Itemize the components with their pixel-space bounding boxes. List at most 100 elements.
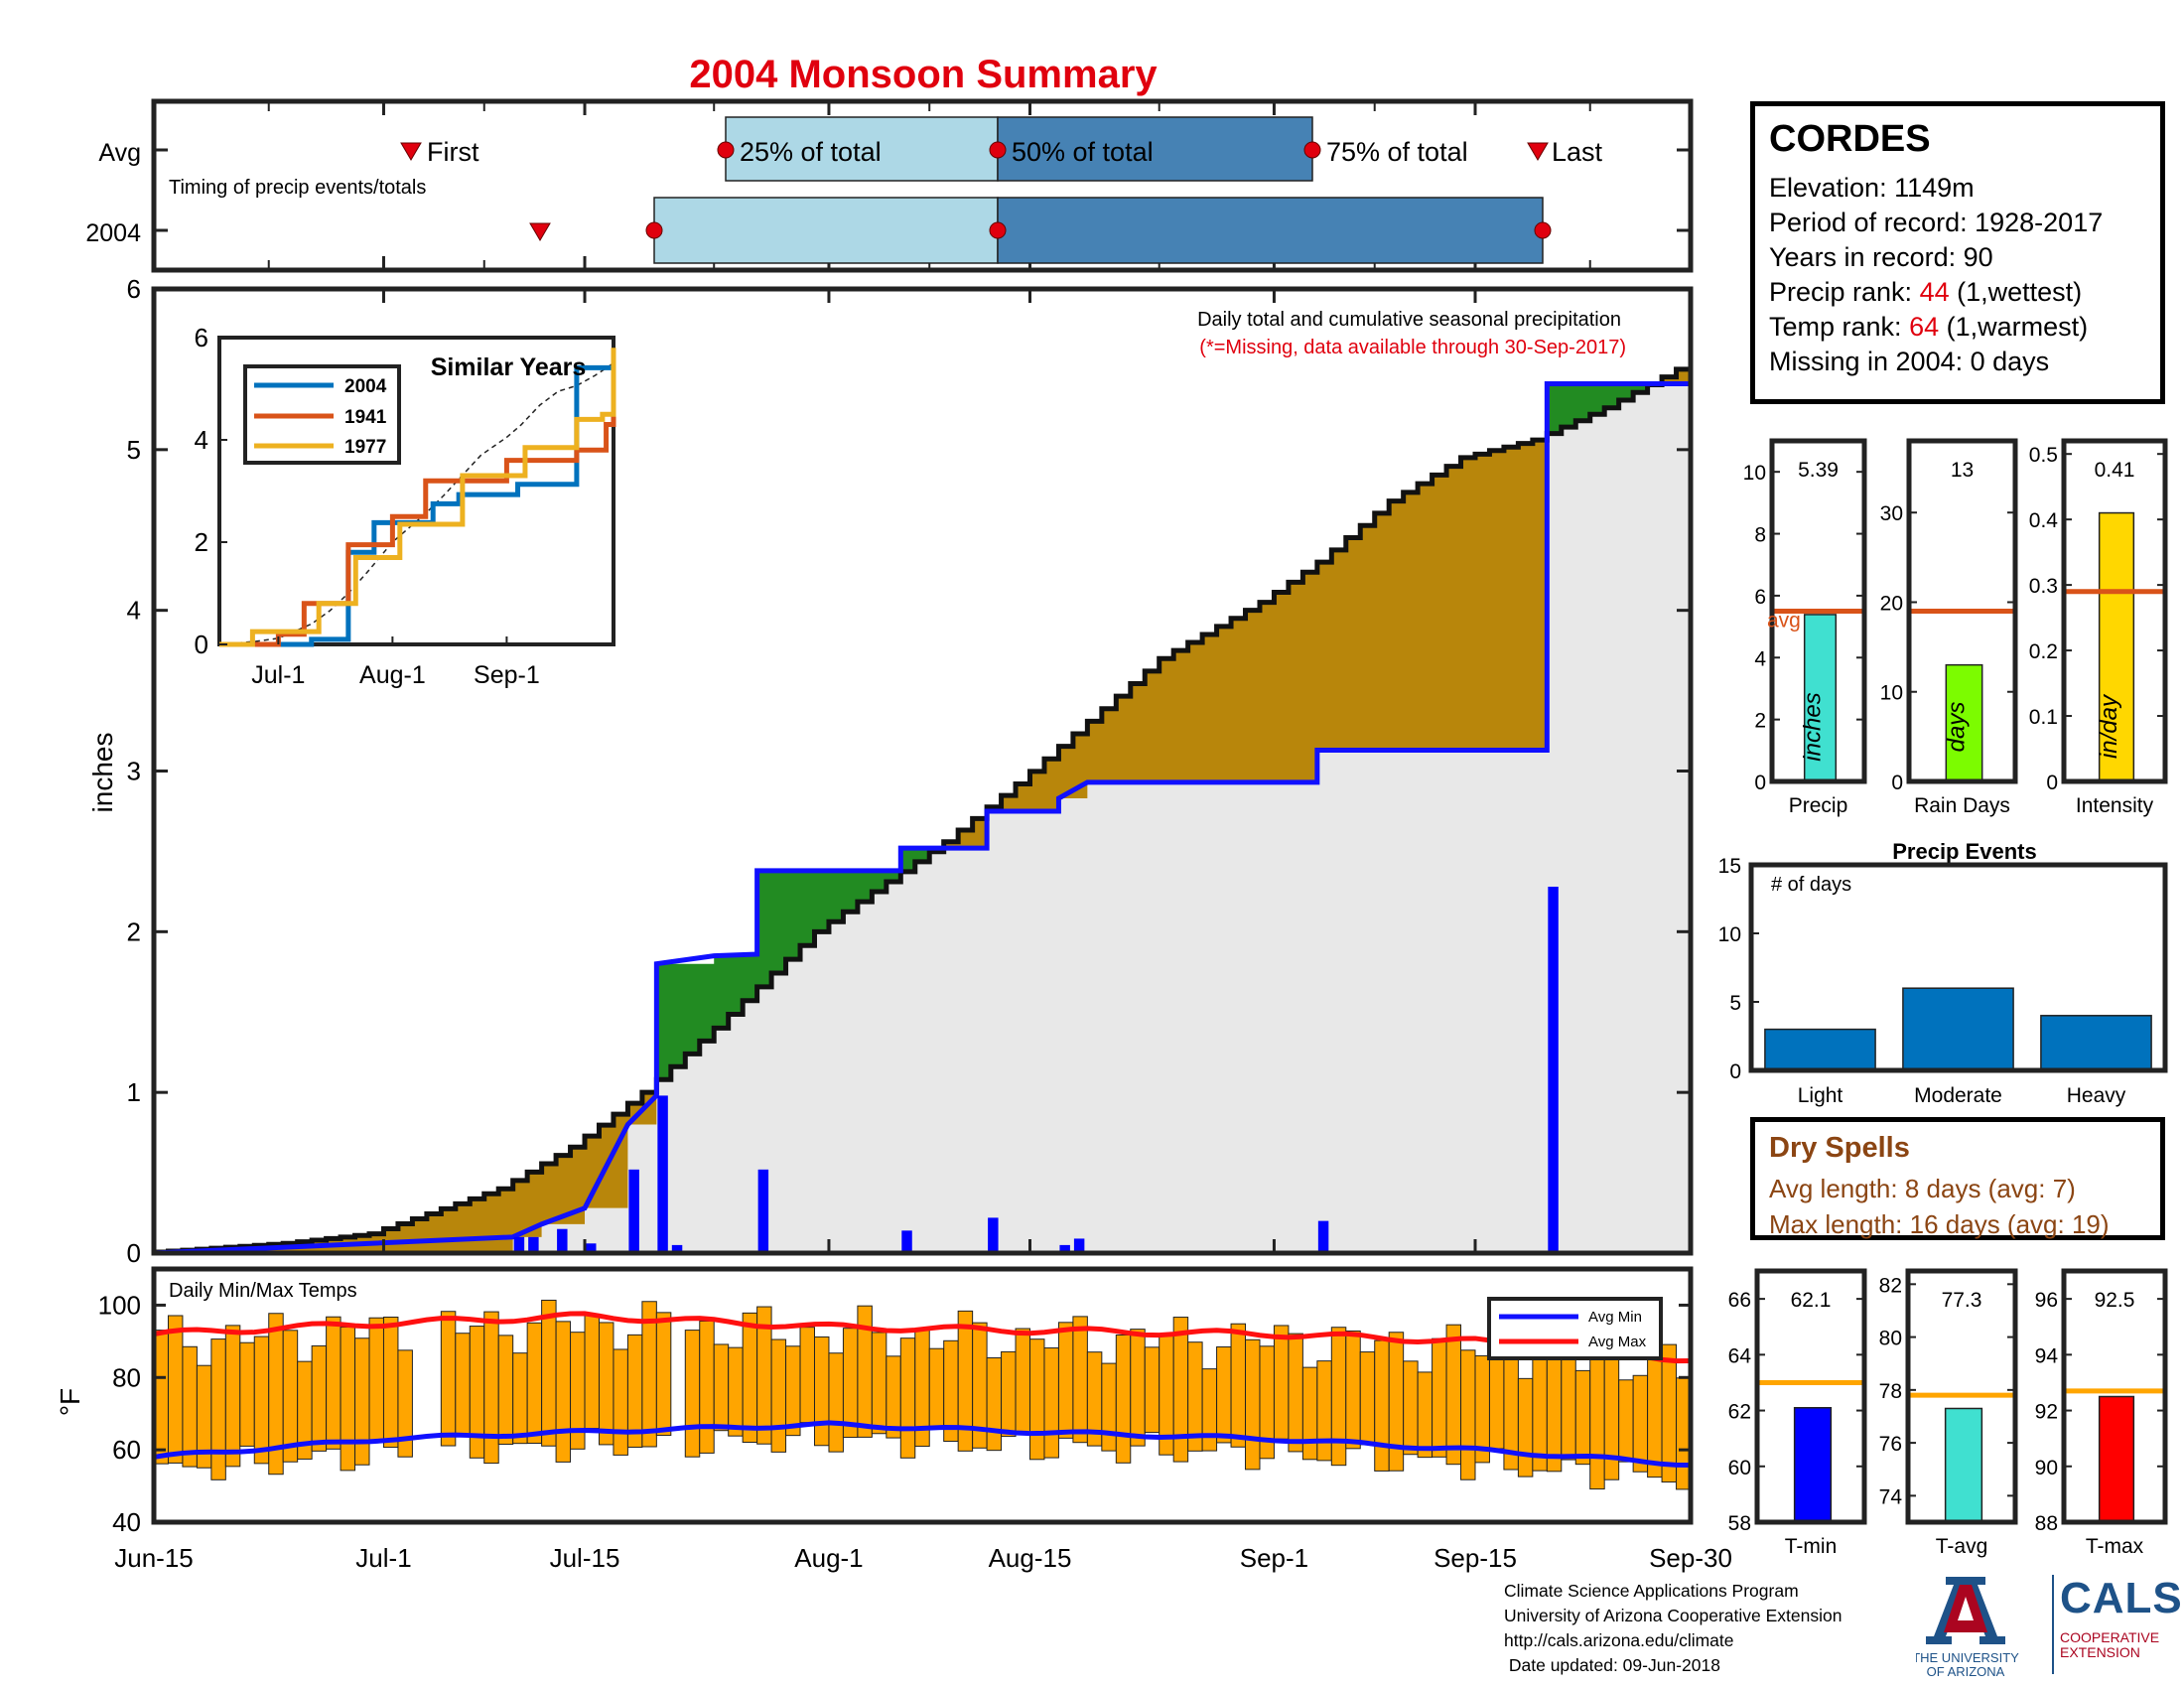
temp-rank-prefix: Temp rank:	[1769, 312, 1910, 342]
timing-row-avg: Avg	[98, 139, 141, 167]
inset-y-tick: 0	[195, 630, 208, 659]
inset-series-2004	[219, 364, 614, 647]
daily-temp-bar	[1201, 1368, 1218, 1452]
inset-x-tick: Jul-1	[251, 661, 305, 689]
daily-precip-bar	[988, 1217, 999, 1253]
precip-plot: 0 1 2 3 4 5 6 Jun-15 Jul-1 Jul-15 Aug-1 Aug-15 Sep-…	[87, 274, 1732, 1573]
avg-25-50-box	[725, 116, 999, 182]
daily-temp-bar	[1130, 1329, 1146, 1447]
raindays-summary-label: Rain Days	[1914, 794, 2010, 817]
temps-legend	[1487, 1297, 1663, 1360]
ua-line-1: THE UNIVERSITY	[1916, 1650, 2019, 1665]
event-bar-light	[1764, 1028, 1876, 1071]
daily-precip-bar	[657, 1095, 668, 1253]
precip-rank-prefix: Precip rank:	[1769, 277, 1920, 307]
daily-temp-bar	[584, 1314, 600, 1430]
daily-temp-bar	[1245, 1338, 1261, 1471]
page-title: 2004 Monsoon Summary	[689, 53, 1158, 96]
event-bar-moderate	[1902, 987, 2014, 1071]
x-tick-label: Sep-1	[1240, 1543, 1308, 1573]
inset-x-tick: Aug-1	[359, 661, 426, 689]
tmin-summary: 58 60 62 64 66 62.1 T-min	[1728, 1268, 1867, 1558]
tmin-summary-y-tick: 66	[1728, 1289, 1751, 1312]
daily-precip-bar	[513, 1236, 525, 1253]
base-fill	[154, 383, 1691, 1253]
daily-temp-bar	[770, 1338, 787, 1453]
intensity-summary-y-tick: 0.3	[2029, 575, 2058, 598]
daily-temp-bar	[828, 1352, 844, 1453]
daily-temp-bar	[253, 1336, 270, 1465]
similar-years-inset: 0 2 4 6 Jul-1 Aug-1 Sep-1 Similar Years 2004 1…	[195, 323, 616, 689]
precip-y-tick: 3	[127, 757, 141, 786]
temp-rank-value: 64	[1909, 312, 1940, 342]
daily-temp-bar	[182, 1345, 198, 1468]
events-y-tick: 15	[1718, 855, 1741, 878]
tmin-summary-value: 62.1	[1791, 1289, 1832, 1312]
label-first: First	[427, 137, 479, 167]
daily-temp-bar	[655, 1312, 672, 1437]
daily-temp-bar	[340, 1327, 356, 1472]
daily-temp-bar	[1115, 1334, 1132, 1464]
precip-y-tick: 2	[127, 916, 141, 946]
inset-y-tick: 4	[195, 425, 208, 455]
daily-temp-bar	[871, 1332, 887, 1435]
precip-summary-avg-label: avg	[1767, 610, 1801, 633]
daily-precip-bar	[901, 1230, 912, 1253]
avg-50-marker	[989, 141, 1007, 159]
footer-line-1: Climate Science Applications Program	[1504, 1581, 1799, 1601]
inset-series-1941	[219, 398, 616, 647]
daily-temp-bar	[1015, 1328, 1031, 1435]
footer-date: Date updated: 09-Jun-2018	[1504, 1655, 1720, 1675]
footer-link[interactable]: http://cals.arizona.edu/climate	[1504, 1630, 1734, 1650]
tmax-summary: 88 90 92 94 96 92.5 T-max	[2035, 1268, 2168, 1558]
daily-temp-bar	[1374, 1339, 1390, 1472]
daily-temp-bar	[1603, 1353, 1620, 1480]
x-tick-label: Jul-1	[355, 1543, 411, 1573]
daily-temp-bar	[1632, 1374, 1649, 1473]
precip-y-tick: 1	[127, 1077, 141, 1107]
precip-summary-bar	[1803, 614, 1838, 782]
daily-temp-bar	[1057, 1322, 1074, 1439]
tmax-summary-y-tick: 94	[2035, 1344, 2059, 1367]
daily-temp-bar	[1288, 1333, 1303, 1453]
intensity-summary-y-tick: 0.1	[2029, 706, 2058, 729]
precip-annotation: Daily total and cumulative seasonal prec…	[1197, 309, 1621, 331]
event-category-label: Heavy	[2067, 1084, 2126, 1107]
tmin-summary-y-tick: 64	[1728, 1344, 1752, 1367]
tavg-summary-y-tick: 80	[1879, 1328, 1902, 1350]
year-25-marker	[645, 221, 663, 239]
daily-temp-bar	[1661, 1343, 1678, 1483]
precip-y-tick: 0	[127, 1238, 141, 1268]
temp-rank-suffix: (1,warmest)	[1939, 312, 2089, 342]
daily-temp-bar	[541, 1299, 557, 1447]
daily-precip-bar	[1317, 1220, 1329, 1253]
event-bar-heavy	[2040, 1015, 2152, 1071]
x-tick-label: Aug-15	[989, 1543, 1072, 1573]
daily-precip-bar	[1059, 1244, 1070, 1253]
dry-spells-avg: Avg length: 8 days (avg: 7)	[1769, 1174, 2076, 1203]
raindays-summary-y-tick: 0	[1891, 772, 1903, 794]
inset-y-tick: 2	[195, 527, 208, 557]
raindays-summary-y-tick: 20	[1880, 592, 1903, 615]
university-of-arizona-logo: THE UNIVERSITY OF ARIZONA	[1916, 1577, 2019, 1678]
daily-temp-bar	[1445, 1324, 1462, 1466]
daily-temp-bar	[785, 1345, 801, 1437]
daily-temp-bar	[886, 1355, 901, 1439]
daily-temp-bar	[526, 1322, 543, 1445]
year-50-100-box	[997, 197, 1544, 264]
avg-50-75-box	[997, 116, 1313, 182]
daily-temp-bar	[742, 1312, 758, 1444]
daily-temp-bar	[1345, 1330, 1361, 1450]
daily-temp-bar	[1273, 1325, 1290, 1440]
avg-75-marker	[1303, 141, 1321, 159]
temp-y-tick: 60	[112, 1435, 141, 1465]
precip-rank-suffix: (1,wettest)	[1949, 277, 2083, 307]
daily-temp-bar	[1388, 1332, 1405, 1472]
daily-temp-bar	[497, 1335, 514, 1445]
precip-summary-y-tick: 8	[1754, 524, 1766, 547]
daily-precip-bar	[671, 1244, 683, 1253]
daily-temp-bar	[1316, 1360, 1332, 1462]
inset-y-tick: 6	[195, 323, 208, 352]
tmin-summary-y-tick: 58	[1728, 1512, 1751, 1535]
tmin-summary-bar	[1793, 1406, 1833, 1523]
